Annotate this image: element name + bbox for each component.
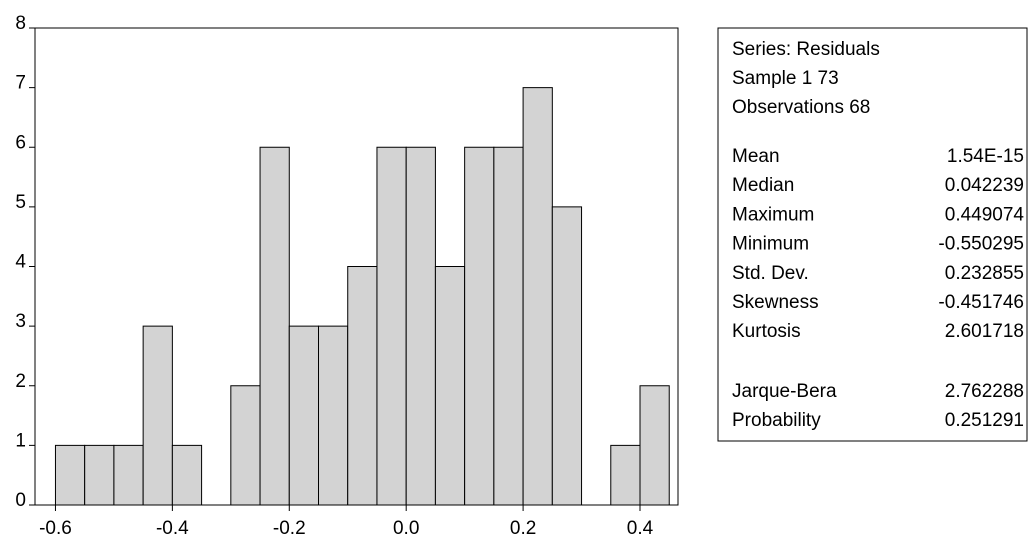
stat-value: 1.54E-15	[947, 146, 1024, 167]
bar	[259, 146, 290, 506]
stats-header: Observations 68	[732, 97, 870, 118]
bar	[288, 325, 320, 506]
stat-value: 2.762288	[945, 381, 1024, 402]
stats-header: Series: Residuals	[732, 39, 880, 60]
bar	[171, 444, 203, 506]
bar	[464, 146, 495, 506]
bar	[610, 444, 641, 506]
stat-value: -0.451746	[938, 292, 1024, 313]
stat-label: Jarque-Bera	[732, 381, 837, 402]
y-tick-label: 3	[15, 311, 26, 332]
stat-value: 2.601718	[945, 321, 1024, 342]
stat-value: 0.042239	[945, 175, 1024, 196]
bar	[493, 146, 524, 506]
bar	[54, 444, 86, 506]
stats-header: Sample 1 73	[732, 68, 839, 89]
stat-value: -0.550295	[938, 234, 1024, 255]
stat-label: Probability	[732, 410, 821, 431]
y-tick-label: 5	[15, 192, 26, 213]
y-tick-label: 1	[15, 430, 26, 451]
bar	[347, 266, 378, 506]
stats-box	[717, 27, 1028, 442]
bar	[551, 206, 583, 506]
x-tick-label: -0.2	[273, 518, 306, 539]
bar	[113, 444, 144, 506]
y-tick-label: 8	[15, 13, 26, 34]
x-tick-label: -0.6	[39, 518, 72, 539]
stat-label: Skewness	[732, 292, 819, 313]
x-tick-label: 0.4	[627, 518, 654, 539]
bar	[84, 444, 115, 506]
y-tick-label: 0	[15, 490, 26, 511]
stat-label: Maximum	[732, 204, 814, 225]
y-tick-label: 2	[15, 371, 26, 392]
bar	[434, 266, 466, 506]
stat-label: Median	[732, 175, 794, 196]
y-tick-label: 6	[15, 132, 26, 153]
stat-value: 0.449074	[945, 204, 1025, 225]
stat-value: 0.232855	[945, 263, 1024, 284]
x-tick-label: 0.0	[393, 518, 419, 539]
x-tick-label: 0.2	[510, 518, 536, 539]
y-tick-label: 4	[15, 252, 26, 273]
stat-value: 0.251291	[945, 410, 1024, 431]
bar	[230, 385, 261, 506]
bar	[318, 325, 349, 506]
bar	[405, 146, 436, 506]
x-tick-label: -0.4	[156, 518, 189, 539]
bar	[142, 325, 173, 506]
y-tick-label: 7	[15, 73, 26, 94]
stat-label: Kurtosis	[732, 321, 801, 342]
stat-label: Minimum	[732, 234, 809, 255]
bar	[639, 385, 670, 506]
stat-label: Mean	[732, 146, 780, 167]
bar	[522, 87, 553, 506]
stat-label: Std. Dev.	[732, 263, 809, 284]
bar	[376, 146, 407, 506]
